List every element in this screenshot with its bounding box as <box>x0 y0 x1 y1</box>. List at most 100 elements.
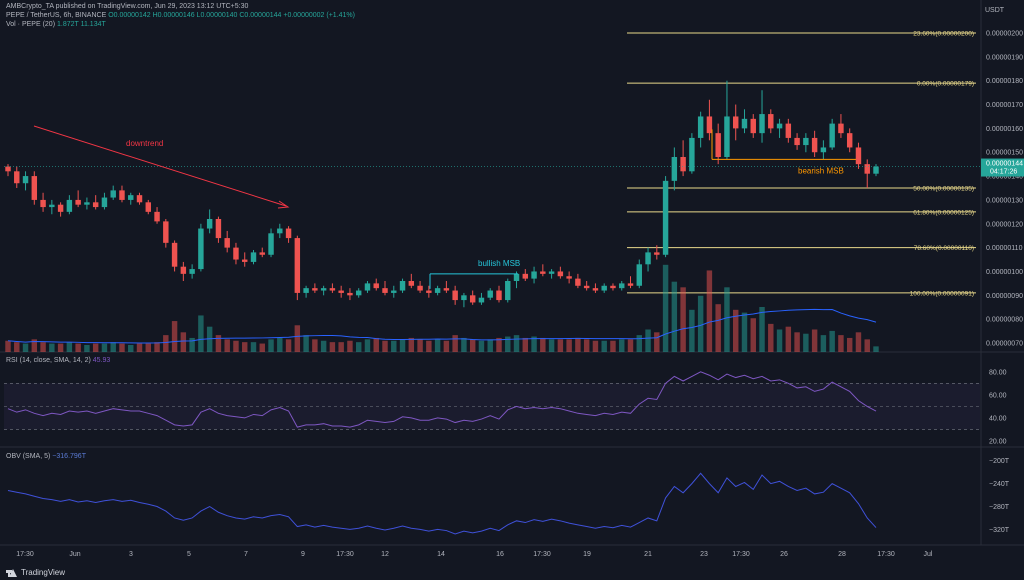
candle-body <box>224 238 230 248</box>
fib-level-label: 100.00%(0.00000091) <box>910 290 974 297</box>
candle-body <box>811 137 818 153</box>
x-axis-label: 9 <box>301 551 305 558</box>
volume-bar <box>285 339 292 352</box>
candle-body <box>355 290 362 296</box>
price-axis-tick: 0.00000200 <box>986 31 1023 38</box>
volume-bar <box>92 343 99 352</box>
x-axis-label: Jul <box>924 551 933 558</box>
volume-bar <box>636 335 642 352</box>
volume-bar <box>399 339 406 352</box>
obv-legend: OBV (SMA, 5) −316.796T <box>6 452 86 461</box>
volume-bar <box>259 343 265 352</box>
candle-body <box>829 123 835 148</box>
candle-body <box>215 219 222 239</box>
candle-body <box>671 157 678 181</box>
volume-bar <box>855 332 862 352</box>
candle-body <box>522 273 529 279</box>
candle-body <box>373 283 379 289</box>
x-axis-label: 17:30 <box>877 551 895 558</box>
volume-bar <box>478 340 485 352</box>
candle-body <box>285 228 292 239</box>
x-axis-label: 17:30 <box>533 551 551 558</box>
candle-body <box>583 285 590 289</box>
candle-body <box>110 190 116 198</box>
volume-bar <box>680 287 686 352</box>
price-axis-tick: 0.00000170 <box>986 102 1023 109</box>
x-axis-label: 17:30 <box>336 551 354 558</box>
volume-bar <box>645 329 651 352</box>
volume-bar <box>548 339 555 352</box>
price-axis-tick: 0.00000140 <box>986 174 1023 181</box>
volume-bar <box>417 339 423 352</box>
x-axis-label: 12 <box>381 551 389 558</box>
obv-axis-tick: −240T <box>989 481 1010 488</box>
x-axis-label: 19 <box>583 551 591 558</box>
candle-body <box>706 116 713 134</box>
symbol-line: PEPE / TetherUS, 6h, BINANCE O0.00000142… <box>6 11 355 20</box>
candle-body <box>119 190 125 200</box>
volume-bar <box>75 343 81 352</box>
candle-body <box>426 290 432 293</box>
candle-body <box>391 290 397 293</box>
volume-bar <box>610 340 616 352</box>
volume-bar <box>294 325 301 352</box>
published-text: AMBCrypto_TA published on TradingView.co… <box>6 3 249 10</box>
candle-body <box>312 288 318 291</box>
volume-bar <box>40 342 46 352</box>
volume-bar <box>443 340 450 352</box>
volume-bar <box>224 339 230 352</box>
volume-bar <box>505 336 511 352</box>
candle-body <box>189 269 195 274</box>
rsi-value: 45.93 <box>92 357 111 364</box>
candle-body <box>320 288 327 291</box>
candle-body <box>540 271 546 274</box>
volume-bar <box>66 342 73 352</box>
last-price-tag <box>981 158 1024 177</box>
x-axis-label: 7 <box>244 551 248 558</box>
candle-body <box>478 297 485 303</box>
rsi-axis-tick: 40.00 <box>989 415 1007 422</box>
candle-body <box>592 288 599 291</box>
volume-bar <box>522 337 529 352</box>
volume-bar <box>785 326 792 352</box>
candle-body <box>417 285 423 291</box>
volume-bar <box>14 342 20 352</box>
tradingview-footer[interactable]: TradingView <box>6 568 65 577</box>
obv-value: −316.796T <box>52 453 86 460</box>
volume-bar <box>355 342 362 352</box>
candle-body <box>57 204 64 212</box>
candle-body <box>338 290 344 293</box>
candle-body <box>864 164 870 174</box>
volume-bar <box>303 335 309 352</box>
candle-body <box>277 228 283 234</box>
countdown-text: 04:17:26 <box>990 169 1017 176</box>
x-axis-label: 17:30 <box>16 551 34 558</box>
candle-body <box>163 221 169 243</box>
candle-body <box>329 288 336 291</box>
volume-bar <box>487 339 493 352</box>
footer-brand: TradingView <box>21 568 66 577</box>
candle-body <box>250 252 257 262</box>
volume-bar <box>724 287 730 352</box>
candle-body <box>776 123 783 129</box>
candle-body <box>715 133 721 157</box>
volume-values: 1.872T 11.134T <box>56 21 106 28</box>
candle-body <box>145 202 152 212</box>
volume-bar <box>689 309 695 352</box>
downtrend-arrow <box>33 125 287 207</box>
candle-body <box>242 259 248 262</box>
volume-bar <box>426 340 432 352</box>
volume-bar <box>136 343 143 352</box>
tradingview-logo-icon <box>6 568 17 577</box>
volume-bar <box>128 344 134 352</box>
volume-bar <box>540 337 546 352</box>
price-axis-tick: 0.00000160 <box>986 126 1023 133</box>
volume-ma-line <box>7 308 877 344</box>
volume-bar <box>575 337 581 352</box>
price-axis-tick: 0.00000120 <box>986 221 1023 228</box>
x-axis-label: 3 <box>129 551 133 558</box>
obv-line <box>7 472 877 535</box>
volume-bar <box>776 329 783 352</box>
volume-bar <box>268 339 274 352</box>
